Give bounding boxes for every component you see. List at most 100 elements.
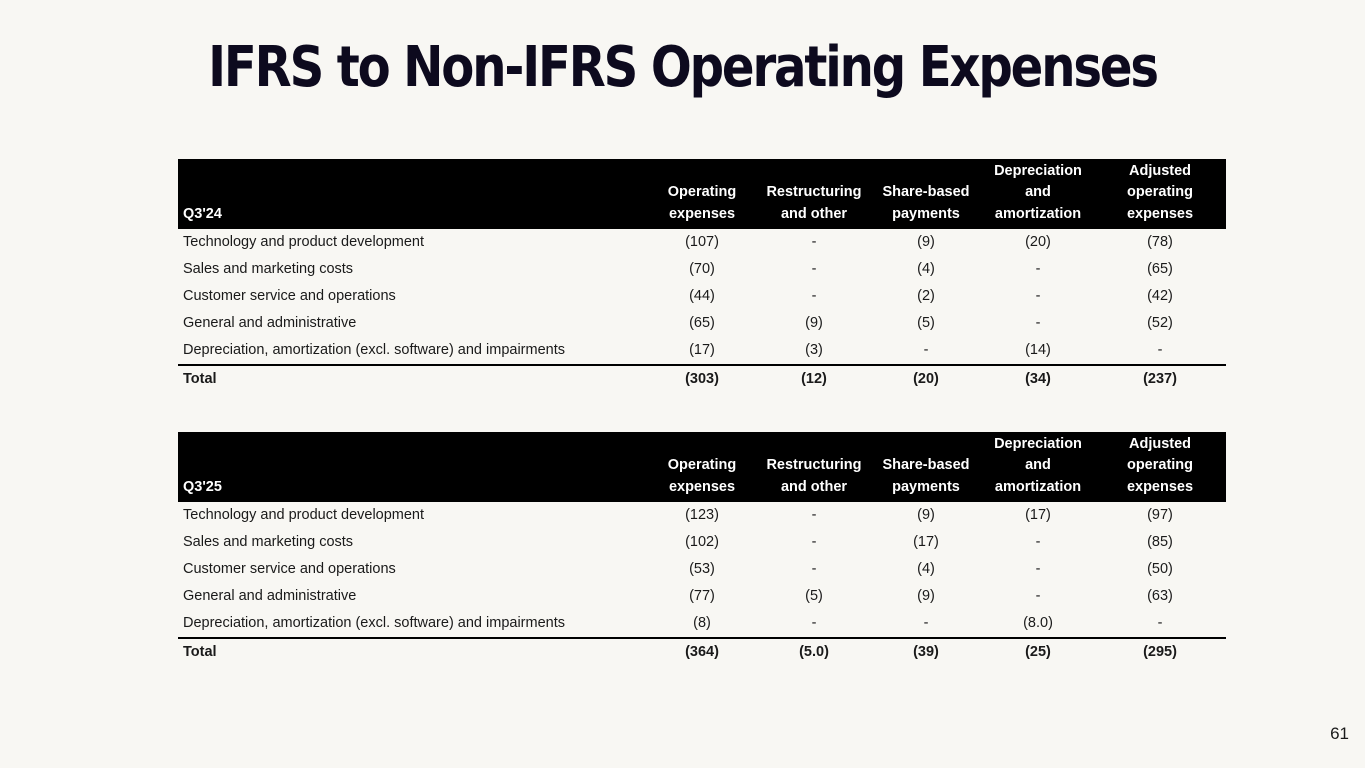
table-row: Depreciation, amortization (excl. softwa… <box>178 337 1226 365</box>
row-label: Technology and product development <box>183 234 425 250</box>
cell: - <box>811 615 817 631</box>
cell: (65) <box>1147 261 1173 277</box>
cell: (50) <box>1147 561 1173 577</box>
cell: (123) <box>685 507 719 523</box>
cell: - <box>811 534 817 550</box>
table-header-row: Q3'25 Operating expenses Restructuring and… <box>178 432 1226 502</box>
total-cell: (12) <box>758 364 870 393</box>
row-label: Customer service and operations <box>183 288 396 304</box>
cell: - <box>1035 534 1041 550</box>
table-row: Customer service and operations (44) - (… <box>178 283 1226 310</box>
cell: (17) <box>689 342 715 358</box>
cell: (17) <box>913 534 939 550</box>
table-row: General and administrative (77) (5) (9) … <box>178 583 1226 610</box>
cell: (9) <box>805 315 823 331</box>
cell: - <box>1035 588 1041 604</box>
cell: (77) <box>689 588 715 604</box>
total-cell: (303) <box>646 364 758 393</box>
col-header-depreciation: Depreciation and amortization <box>982 432 1094 502</box>
row-label: Depreciation, amortization (excl. softwa… <box>183 615 565 631</box>
table-row: Sales and marketing costs (70) - (4) - (… <box>178 256 1226 283</box>
total-cell: (20) <box>870 364 982 393</box>
row-label: Sales and marketing costs <box>183 261 354 277</box>
col-header-share-based: Share-based payments <box>870 432 982 502</box>
row-label: Sales and marketing costs <box>183 534 354 550</box>
total-row: Total (364) (5.0) (39) (25) (295) <box>178 637 1226 666</box>
page-number: 61 <box>1330 724 1349 743</box>
total-cell: (364) <box>646 637 758 666</box>
cell: - <box>811 561 817 577</box>
cell: - <box>1035 561 1041 577</box>
total-cell: (39) <box>870 637 982 666</box>
col-header-operating-expenses: Operating expenses <box>646 159 758 229</box>
cell: (78) <box>1147 234 1173 250</box>
table-row: Customer service and operations (53) - (… <box>178 556 1226 583</box>
cell: (4) <box>917 561 935 577</box>
cell: (70) <box>689 261 715 277</box>
cell: - <box>1157 615 1163 631</box>
cell: (42) <box>1147 288 1173 304</box>
period-header: Q3'24 <box>178 159 646 229</box>
cell: - <box>1157 342 1163 358</box>
cell: - <box>923 342 929 358</box>
cell: (2) <box>917 288 935 304</box>
cell: (97) <box>1147 507 1173 523</box>
opex-table-q3-24: Q3'24 Operating expenses Restructuring and… <box>178 159 1226 393</box>
col-header-adjusted: Adjusted operating expenses <box>1094 159 1226 229</box>
cell: - <box>811 261 817 277</box>
cell: (107) <box>685 234 719 250</box>
cell: - <box>1035 315 1041 331</box>
table-row: General and administrative (65) (9) (5) … <box>178 310 1226 337</box>
row-label: General and administrative <box>183 588 357 604</box>
cell: (52) <box>1147 315 1173 331</box>
cell: - <box>811 288 817 304</box>
cell: (63) <box>1147 588 1173 604</box>
period-header: Q3'25 <box>178 432 646 502</box>
row-label: General and administrative <box>183 315 357 331</box>
table-row: Technology and product development (107)… <box>178 229 1226 256</box>
opex-table-q3-25: Q3'25 Operating expenses Restructuring and… <box>178 432 1226 666</box>
cell: (3) <box>805 342 823 358</box>
row-label: Customer service and operations <box>183 561 396 577</box>
cell: (44) <box>689 288 715 304</box>
table-row: Technology and product development (123)… <box>178 502 1226 529</box>
cell: (8.0) <box>1023 615 1053 631</box>
cell: (14) <box>1025 342 1051 358</box>
cell: - <box>1035 261 1041 277</box>
total-label: Total <box>178 364 646 393</box>
total-cell: (25) <box>982 637 1094 666</box>
total-cell: (34) <box>982 364 1094 393</box>
col-header-depreciation: Depreciation and amortization <box>982 159 1094 229</box>
cell: (53) <box>689 561 715 577</box>
total-row: Total (303) (12) (20) (34) (237) <box>178 364 1226 393</box>
total-cell: (5.0) <box>758 637 870 666</box>
table-row: Sales and marketing costs (102) - (17) -… <box>178 529 1226 556</box>
cell: (5) <box>805 588 823 604</box>
row-label: Depreciation, amortization (excl. softwa… <box>183 342 565 358</box>
cell: (85) <box>1147 534 1173 550</box>
cell: (9) <box>917 588 935 604</box>
col-header-restructuring: Restructuring and other <box>758 432 870 502</box>
col-header-operating-expenses: Operating expenses <box>646 432 758 502</box>
cell: - <box>811 507 817 523</box>
cell: (65) <box>689 315 715 331</box>
cell: - <box>811 234 817 250</box>
cell: (9) <box>917 507 935 523</box>
cell: (8) <box>693 615 711 631</box>
cell: (9) <box>917 234 935 250</box>
cell: (20) <box>1025 234 1051 250</box>
table-header-row: Q3'24 Operating expenses Restructuring and… <box>178 159 1226 229</box>
page-title: IFRS to Non-IFRS Operating Expenses <box>208 35 1159 100</box>
cell: (17) <box>1025 507 1051 523</box>
table-row: Depreciation, amortization (excl. softwa… <box>178 610 1226 638</box>
col-header-restructuring: Restructuring and other <box>758 159 870 229</box>
row-label: Technology and product development <box>183 507 425 523</box>
cell: - <box>1035 288 1041 304</box>
cell: (102) <box>685 534 719 550</box>
total-cell: (237) <box>1094 364 1226 393</box>
total-cell: (295) <box>1094 637 1226 666</box>
col-header-adjusted: Adjusted operating expenses <box>1094 432 1226 502</box>
cell: - <box>923 615 929 631</box>
total-label: Total <box>178 637 646 666</box>
col-header-share-based: Share-based payments <box>870 159 982 229</box>
